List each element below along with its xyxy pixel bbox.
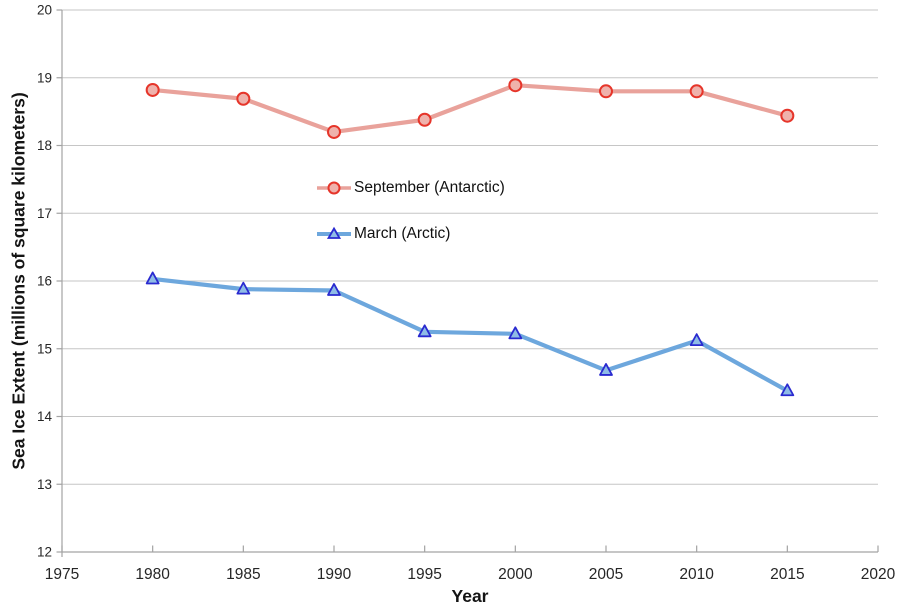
data-point-marker: [689, 333, 704, 347]
data-point-marker: [236, 91, 251, 106]
y-tick-label: 15: [37, 341, 52, 356]
legend-label-september-antarctic: September (Antarctic): [354, 179, 505, 196]
y-tick-label: 13: [37, 477, 52, 492]
data-point-marker: [417, 112, 432, 127]
legend-marker-circle-icon: [317, 181, 351, 195]
y-tick-label: 16: [37, 274, 52, 289]
legend-item-september-antarctic: September (Antarctic): [316, 178, 505, 198]
y-tick-label: 20: [37, 3, 52, 18]
data-point-marker: [508, 326, 523, 340]
data-point-marker: [145, 271, 160, 285]
x-tick-label: 2005: [589, 566, 623, 583]
x-tick-label: 1985: [226, 566, 260, 583]
data-point-marker: [145, 82, 160, 97]
x-tick-label: 2000: [498, 566, 533, 583]
x-tick-label: 2015: [770, 566, 804, 583]
legend-label-march-arctic: March (Arctic): [354, 225, 451, 242]
legend: September (Antarctic) March (Arctic): [316, 178, 505, 244]
y-tick-label: 19: [37, 70, 52, 85]
data-point-marker: [780, 108, 795, 123]
x-tick-label: 1980: [135, 566, 170, 583]
series-line-1: [150, 276, 790, 393]
y-tick-label: 14: [37, 409, 53, 424]
y-tick-label: 12: [37, 545, 52, 560]
x-axis-title: Year: [451, 586, 489, 606]
data-point-marker: [417, 324, 432, 338]
series-line-0: [150, 83, 790, 135]
data-point-marker: [599, 363, 613, 376]
x-tick-label: 2020: [861, 566, 896, 583]
y-tick-label: 18: [37, 138, 52, 153]
data-point-marker: [689, 84, 704, 99]
x-tick-label: 2010: [679, 566, 714, 583]
data-point-marker: [599, 84, 613, 99]
x-tick-label: 1990: [317, 566, 352, 583]
x-tick-label: 1995: [407, 566, 441, 583]
data-point-marker: [327, 283, 341, 296]
data-point-marker: [780, 383, 795, 397]
y-axis-title: Sea Ice Extent (millions of square kilom…: [8, 92, 29, 470]
legend-marker-triangle-icon: [317, 226, 351, 239]
data-point-marker: [327, 124, 341, 139]
y-tick-label: 17: [37, 206, 52, 221]
legend-item-march-arctic: March (Arctic): [316, 224, 505, 244]
x-tick-label: 1975: [45, 566, 79, 583]
data-point-marker: [236, 281, 251, 295]
data-point-marker: [508, 78, 523, 93]
